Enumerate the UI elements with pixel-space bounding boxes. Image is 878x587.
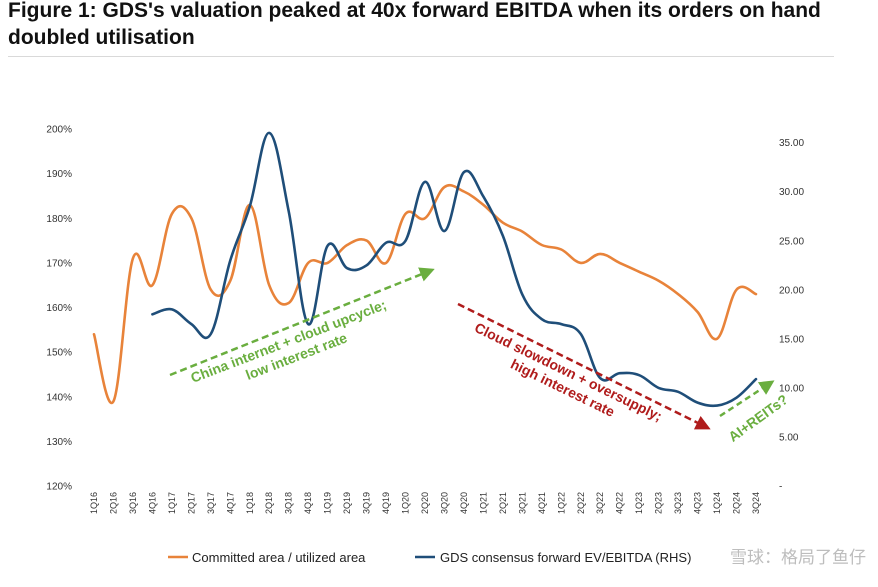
right-axis-tick: -	[779, 482, 782, 493]
left-axis-tick: 120%	[46, 482, 72, 493]
right-axis-ticks: - 5.00 10.00 15.00 20.00 25.00 30.00 35.00	[779, 138, 804, 492]
x-axis-tick: 3Q21	[517, 492, 527, 514]
right-axis-tick: 10.00	[779, 383, 804, 394]
slowdown-annotation: Cloud slowdown + oversupply; high intere…	[465, 319, 669, 441]
right-axis-tick: 5.00	[779, 432, 799, 443]
x-axis-tick: 2Q18	[264, 492, 274, 514]
right-axis-tick: 30.00	[779, 187, 804, 198]
x-axis-tick: 1Q24	[712, 492, 722, 514]
legend: Committed area / utilized area GDS conse…	[168, 550, 691, 565]
left-axis-tick: 170%	[46, 258, 72, 269]
x-axis-tick: 4Q19	[381, 492, 391, 514]
x-axis-tick: 4Q22	[615, 492, 625, 514]
x-axis-tick: 1Q20	[401, 492, 411, 514]
x-axis-tick: 3Q22	[595, 492, 605, 514]
series-layer	[92, 131, 758, 408]
x-axis-tick: 2Q22	[576, 492, 586, 514]
ai-reits-arrow	[719, 380, 775, 418]
upcycle-annotation: China internet + cloud upcycle; low inte…	[188, 295, 398, 402]
x-axis-tick: 2Q19	[342, 492, 352, 514]
left-axis-tick: 140%	[46, 392, 72, 403]
x-axis-tick: 3Q17	[206, 492, 216, 514]
x-axis-tick: 3Q23	[673, 492, 683, 514]
annotation-layer: China internet + cloud upcycle; low inte…	[169, 267, 791, 445]
x-axis-tick: 2Q24	[732, 492, 742, 514]
title-divider	[8, 56, 834, 57]
slowdown-annotation-line1: Cloud slowdown + oversupply;	[472, 319, 665, 424]
x-axis-tick: 1Q16	[89, 492, 99, 514]
x-axis-tick: 4Q17	[225, 492, 235, 514]
right-axis-tick: 25.00	[779, 236, 804, 247]
right-axis-tick: 35.00	[779, 138, 804, 149]
left-axis-tick: 190%	[46, 169, 72, 180]
watermark: 雪球：格局了鱼仔	[730, 548, 866, 567]
x-axis-tick: 1Q21	[478, 492, 488, 514]
series-line-ev-ebitda	[151, 131, 758, 408]
legend-label-ev-ebitda: GDS consensus forward EV/EBITDA (RHS)	[440, 550, 691, 565]
x-axis-tick: 4Q23	[693, 492, 703, 514]
x-axis-tick: 3Q19	[362, 492, 372, 514]
series-line-committed	[92, 183, 758, 405]
x-axis-tick: 4Q21	[537, 492, 547, 514]
x-axis-tick: 2Q20	[420, 492, 430, 514]
x-axis-tick: 2Q17	[186, 492, 196, 514]
x-axis-tick: 3Q16	[128, 492, 138, 514]
x-axis-tick: 4Q20	[459, 492, 469, 514]
left-axis-tick: 160%	[46, 303, 72, 314]
left-axis-tick: 200%	[46, 125, 72, 136]
x-axis-tick: 1Q17	[167, 492, 177, 514]
slowdown-arrow	[457, 302, 711, 430]
x-axis-tick: 2Q21	[498, 492, 508, 514]
x-axis-tick: 2Q23	[654, 492, 664, 514]
legend-label-committed: Committed area / utilized area	[192, 550, 366, 565]
x-axis-tick: 1Q22	[556, 492, 566, 514]
x-axis-tick: 1Q18	[245, 492, 255, 514]
left-axis-ticks: 120% 130% 140% 150% 160% 170% 180% 190% 200%	[46, 125, 72, 493]
right-axis-tick: 20.00	[779, 285, 804, 296]
x-axis-tick: 3Q24	[751, 492, 761, 514]
figure-title: Figure 1: GDS's valuation peaked at 40x …	[8, 0, 821, 49]
left-axis-tick: 130%	[46, 437, 72, 448]
left-axis-tick: 180%	[46, 214, 72, 225]
upcycle-arrow	[169, 267, 435, 377]
left-axis-tick: 150%	[46, 348, 72, 359]
x-axis-tick: 3Q18	[284, 492, 294, 514]
x-axis-tick: 3Q20	[439, 492, 449, 514]
x-axis-tick: 4Q16	[147, 492, 157, 514]
x-axis-tick: 4Q18	[303, 492, 313, 514]
right-axis-tick: 15.00	[779, 334, 804, 345]
x-axis-tick: 1Q23	[634, 492, 644, 514]
x-axis-tick: 2Q16	[108, 492, 118, 514]
x-axis-ticks: 1Q16 2Q16 3Q16 4Q16 1Q17 2Q17 3Q17 4Q17 1Q18 2Q18…	[89, 492, 761, 514]
x-axis-tick: 1Q19	[323, 492, 333, 514]
